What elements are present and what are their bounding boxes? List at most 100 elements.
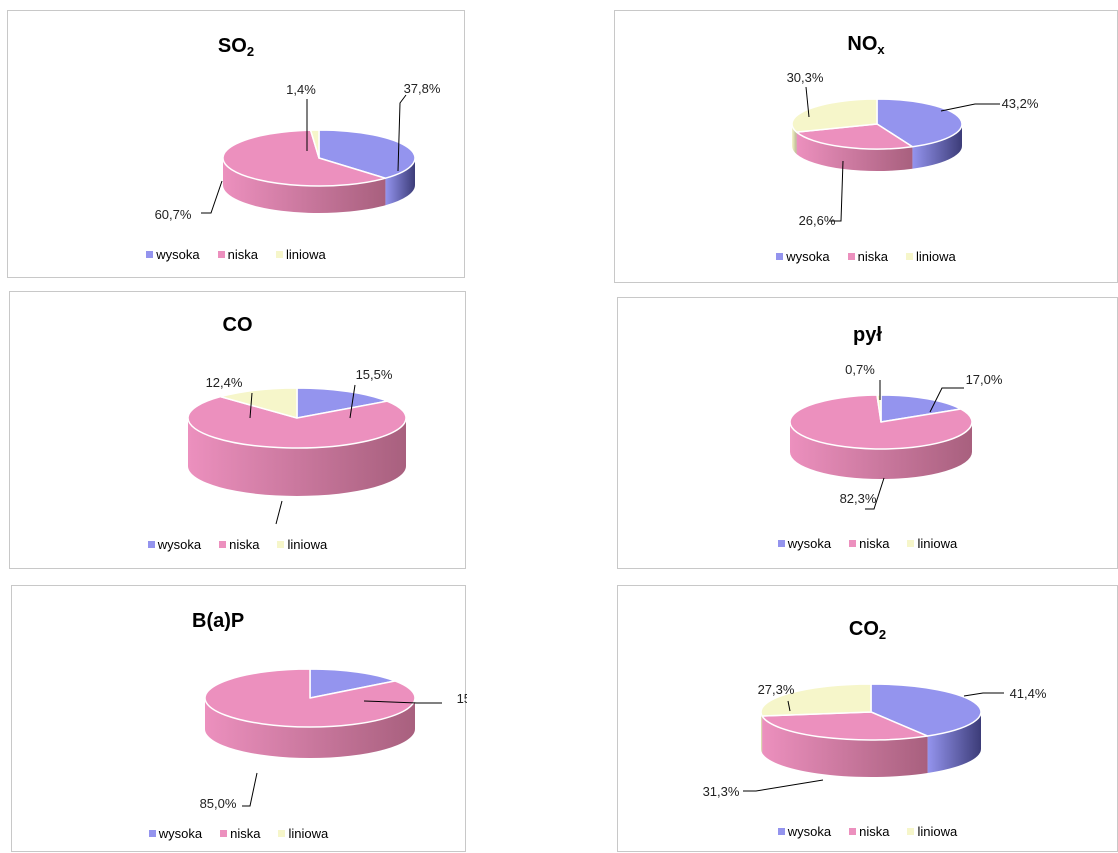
legend-item-liniowa: liniowa (277, 537, 327, 552)
leader-line (275, 500, 283, 525)
chart-title: pył (853, 324, 882, 346)
pie-slice-wysoka (296, 387, 388, 419)
legend-item-niska: niska (219, 537, 259, 552)
legend-swatch (217, 251, 225, 258)
data-label-wysoka: 43,2% (1002, 96, 1039, 111)
legend-item-niska: niska (847, 249, 888, 264)
legend-item-wysoka: wysoka (776, 249, 830, 264)
leader-line (829, 160, 844, 222)
leader-line (929, 387, 964, 413)
leader-line (363, 700, 442, 704)
legend-label: liniowa (288, 826, 329, 841)
pie-slice-liniowa (219, 387, 298, 419)
legend-label: niska (859, 536, 890, 551)
legend-label: liniowa (285, 247, 326, 262)
data-label-liniowa: 12,4% (206, 375, 243, 390)
legend-item-wysoka: wysoka (148, 826, 202, 841)
pie-slice-side-liniowa (761, 712, 763, 754)
leader-line (940, 103, 1000, 112)
chart-legend: wysoka niska liniowa (615, 249, 1117, 264)
legend-item-liniowa: liniowa (907, 536, 957, 551)
leader-line (349, 384, 356, 419)
pie-chart-co2: 41,4% 31,3% 27,3% (703, 682, 1047, 799)
legend-label: liniowa (287, 537, 328, 552)
pie-slice-niska (761, 711, 929, 741)
legend-item-liniowa: liniowa (907, 824, 957, 839)
pie-slice-wysoka (880, 394, 962, 423)
pie-slice-side-niska (223, 158, 386, 213)
legend-item-wysoka: wysoka (777, 536, 832, 551)
pie-slice-niska (795, 123, 914, 150)
pie-slice-wysoka (318, 129, 416, 179)
legend-swatch (907, 540, 915, 547)
legend-swatch (219, 541, 227, 548)
pie-slice-side-niska (790, 422, 972, 479)
legend-label: wysoka (787, 824, 832, 839)
leader-line (963, 692, 1004, 697)
chart-panel-bap: 15,0% 85,0% B(a)P wysoka niska liniowa (11, 585, 467, 852)
leader-line (249, 392, 253, 419)
chart-title: CO (222, 314, 253, 336)
legend-label: wysoka (157, 537, 202, 552)
legend-item-niska: niska (849, 824, 889, 839)
leader-line (201, 180, 223, 214)
data-label-wysoka: 41,4% (1010, 686, 1047, 701)
pie-chart-co: 15,5% 12,4% (187, 367, 407, 525)
chart-title: NOx (847, 33, 885, 57)
legend-label: wysoka (786, 249, 830, 264)
legend-swatch (146, 251, 154, 258)
legend-item-liniowa: liniowa (278, 826, 328, 841)
legend-swatch (148, 830, 156, 837)
legend-swatch (907, 828, 915, 835)
chart-panel-pyl: 17,0% 82,3% 0,7% pył wysoka niska liniowa (617, 297, 1118, 569)
pie-chart-pyl: 17,0% 82,3% 0,7% (789, 362, 1003, 510)
legend-swatch (777, 540, 785, 547)
chart-panel-co2: 41,4% 31,3% 27,3% CO2 wysoka niska liniowa (617, 585, 1118, 852)
legend-label: niska (230, 826, 261, 841)
leader-line (787, 700, 791, 712)
legend-swatch (777, 828, 785, 835)
pie-slice-liniowa (876, 394, 882, 423)
chart-panel-nox: 43,2% 26,6% 30,3% NOx wysoka niska liniowa (614, 10, 1118, 283)
data-label-liniowa: 27,3% (758, 682, 795, 697)
legend-swatch (849, 828, 857, 835)
chart-panel-co: 15,5% 12,4% CO wysoka niska liniowa (9, 291, 466, 569)
leader-line (397, 94, 407, 172)
data-label-niska: 85,0% (200, 796, 237, 811)
chart-legend: wysoka niska liniowa (8, 247, 464, 262)
pie-slice-side-niska (205, 698, 415, 758)
legend-swatch (275, 251, 283, 258)
legend-item-wysoka: wysoka (146, 247, 200, 262)
data-label-liniowa: 30,3% (787, 70, 824, 85)
data-label-niska: 26,6% (799, 213, 836, 228)
legend-label: liniowa (917, 824, 958, 839)
legend-label: wysoka (787, 536, 832, 551)
pie-chart-bap: 15,0% 85,0% (200, 668, 467, 811)
legend-label: niska (859, 824, 890, 839)
data-label-wysoka: 17,0% (966, 372, 1003, 387)
chart-legend: wysoka niska liniowa (618, 536, 1117, 551)
legend-label: liniowa (917, 536, 958, 551)
legend-label: liniowa (915, 249, 956, 264)
data-label-wysoka: 15,0% (457, 691, 467, 706)
pie-slice-liniowa (309, 129, 320, 159)
legend-label: niska (227, 247, 258, 262)
chart-legend: wysoka niska liniowa (12, 826, 465, 841)
legend-swatch (147, 541, 155, 548)
chart-legend: wysoka niska liniowa (10, 537, 465, 552)
legend-item-wysoka: wysoka (777, 824, 832, 839)
legend-swatch (849, 540, 857, 547)
leader-line (242, 772, 258, 807)
legend-item-liniowa: liniowa (905, 249, 956, 264)
pie-slice-side-niska (796, 132, 913, 171)
legend-item-wysoka: wysoka (147, 537, 202, 552)
data-label-niska: 31,3% (703, 784, 740, 799)
legend-item-liniowa: liniowa (275, 247, 326, 262)
data-label-wysoka: 37,8% (404, 81, 441, 96)
legend-swatch (905, 253, 913, 260)
data-label-niska: 82,3% (840, 491, 877, 506)
data-label-niska: 60,7% (155, 207, 192, 222)
data-label-liniowa: 0,7% (845, 362, 875, 377)
legend-swatch (278, 830, 286, 837)
pie-slice-side-niska (188, 418, 406, 496)
